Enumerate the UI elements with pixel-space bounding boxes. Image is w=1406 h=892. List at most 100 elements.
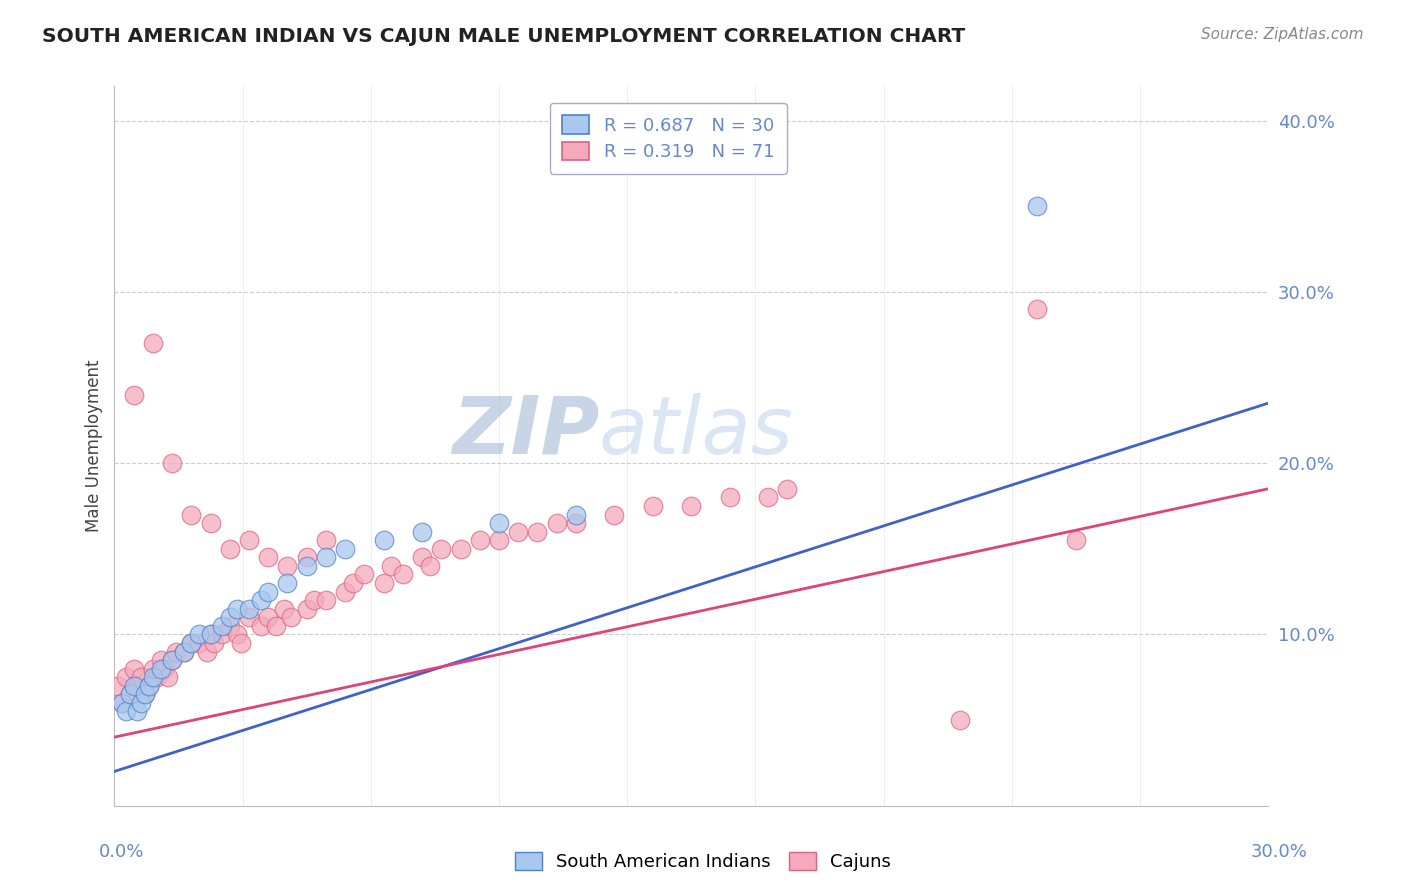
Point [195, 644, 218, 658]
Text: Source: ZipAtlas.com: Source: ZipAtlas.com [1201, 27, 1364, 42]
Point [295, 558, 318, 573]
Point [276, 576, 298, 591]
Point [211, 619, 233, 633]
Point [1026, 301, 1049, 316]
Point [373, 533, 395, 548]
Point [641, 499, 664, 513]
Point [333, 584, 356, 599]
Point [200, 516, 222, 530]
Point [115, 670, 138, 684]
Point [138, 679, 160, 693]
Point [202, 636, 225, 650]
Point [122, 387, 145, 401]
Point [949, 713, 972, 727]
Point [488, 516, 510, 530]
Point [157, 670, 180, 684]
Point [226, 627, 249, 641]
Text: atlas: atlas [599, 392, 794, 471]
Point [238, 533, 260, 548]
Point [131, 670, 153, 684]
Point [249, 619, 271, 633]
Point [450, 541, 472, 556]
Point [118, 687, 141, 701]
Point [315, 593, 337, 607]
Point [111, 696, 134, 710]
Legend: R = 0.687   N = 30, R = 0.319   N = 71: R = 0.687 N = 30, R = 0.319 N = 71 [550, 103, 787, 174]
Point [180, 636, 202, 650]
Point [257, 550, 280, 565]
Point [380, 558, 402, 573]
Point [122, 679, 145, 693]
Point [173, 644, 195, 658]
Legend: South American Indians, Cajuns: South American Indians, Cajuns [508, 845, 898, 879]
Point [430, 541, 453, 556]
Text: ZIP: ZIP [451, 392, 599, 471]
Point [295, 550, 318, 565]
Point [603, 508, 626, 522]
Point [488, 533, 510, 548]
Point [249, 593, 271, 607]
Point [257, 584, 280, 599]
Point [188, 627, 211, 641]
Point [111, 696, 134, 710]
Point [468, 533, 491, 548]
Point [1026, 199, 1049, 213]
Point [153, 662, 176, 676]
Point [218, 541, 240, 556]
Point [160, 653, 183, 667]
Point [107, 679, 129, 693]
Point [211, 627, 233, 641]
Point [149, 662, 172, 676]
Point [419, 558, 441, 573]
Point [315, 550, 337, 565]
Point [127, 705, 149, 719]
Point [411, 524, 433, 539]
Point [546, 516, 568, 530]
Point [127, 679, 149, 693]
Point [226, 601, 249, 615]
Point [218, 619, 240, 633]
Point [276, 558, 298, 573]
Point [508, 524, 530, 539]
Point [142, 670, 165, 684]
Point [257, 610, 280, 624]
Point [565, 508, 588, 522]
Point [180, 508, 202, 522]
Point [134, 687, 156, 701]
Point [238, 610, 260, 624]
Point [756, 491, 779, 505]
Point [373, 576, 395, 591]
Point [411, 550, 433, 565]
Point [160, 653, 183, 667]
Point [173, 644, 195, 658]
Point [718, 491, 741, 505]
Point [138, 679, 160, 693]
Point [304, 593, 326, 607]
Point [122, 662, 145, 676]
Point [264, 619, 287, 633]
Point [333, 541, 356, 556]
Point [681, 499, 703, 513]
Point [160, 456, 183, 470]
Point [200, 627, 222, 641]
Point [231, 636, 253, 650]
Text: 0.0%: 0.0% [98, 843, 143, 861]
Point [295, 601, 318, 615]
Point [188, 636, 211, 650]
Point [1064, 533, 1087, 548]
Text: SOUTH AMERICAN INDIAN VS CAJUN MALE UNEMPLOYMENT CORRELATION CHART: SOUTH AMERICAN INDIAN VS CAJUN MALE UNEM… [42, 27, 966, 45]
Point [342, 576, 364, 591]
Point [353, 567, 375, 582]
Point [149, 653, 172, 667]
Point [142, 662, 165, 676]
Point [273, 601, 295, 615]
Point [565, 516, 588, 530]
Point [238, 601, 260, 615]
Point [776, 482, 799, 496]
Point [118, 687, 141, 701]
Text: 30.0%: 30.0% [1251, 843, 1308, 861]
Y-axis label: Male Unemployment: Male Unemployment [86, 359, 103, 533]
Point [115, 705, 138, 719]
Point [145, 670, 167, 684]
Point [218, 610, 240, 624]
